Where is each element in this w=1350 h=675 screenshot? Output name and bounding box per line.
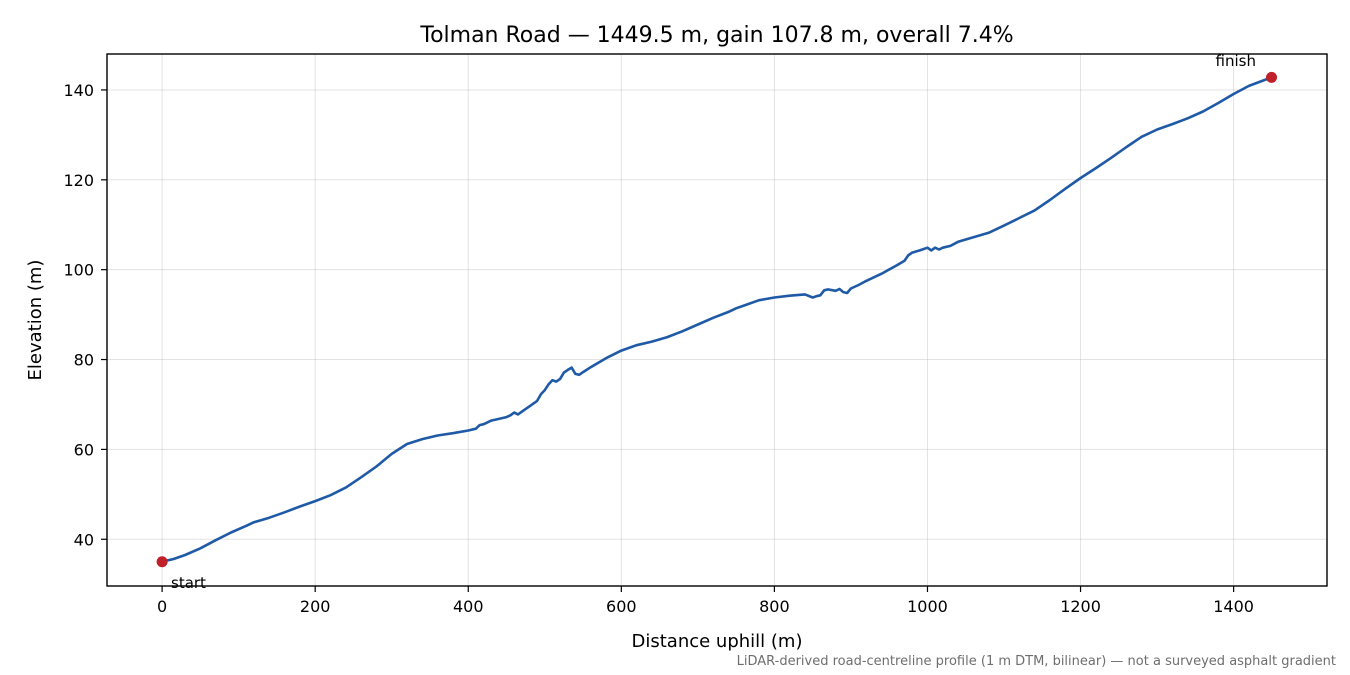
x-tick-label: 800 xyxy=(759,597,790,616)
y-tick-label: 120 xyxy=(63,171,94,190)
finish-label: finish xyxy=(1216,52,1256,70)
x-tick-label: 1000 xyxy=(907,597,948,616)
elevation-line xyxy=(160,76,1273,564)
y-axis-label: Elevation (m) xyxy=(25,260,46,381)
y-axis-ticks: 40 60 80 100 120 140 xyxy=(63,81,107,549)
grid-lines xyxy=(107,54,1327,586)
x-axis-ticks: 0 200 400 600 800 1000 1200 1400 xyxy=(157,586,1254,616)
x-tick-label: 600 xyxy=(606,597,637,616)
y-tick-label: 80 xyxy=(74,351,94,370)
chart-title: Tolman Road — 1449.5 m, gain 107.8 m, ov… xyxy=(419,23,1013,48)
x-tick-label: 200 xyxy=(300,597,331,616)
start-marker xyxy=(156,556,168,568)
finish-marker xyxy=(1266,71,1278,83)
x-tick-label: 1200 xyxy=(1060,597,1101,616)
y-tick-label: 40 xyxy=(74,530,94,549)
endpoint-markers xyxy=(156,71,1278,568)
y-tick-label: 60 xyxy=(74,440,94,459)
start-label: start xyxy=(171,574,206,592)
x-tick-label: 400 xyxy=(453,597,484,616)
footnote: LiDAR-derived road-centreline profile (1… xyxy=(737,654,1336,669)
x-tick-label: 1400 xyxy=(1213,597,1254,616)
profile-series xyxy=(160,76,1273,564)
y-tick-label: 100 xyxy=(63,261,94,280)
y-tick-label: 140 xyxy=(63,81,94,100)
x-axis-label: Distance uphill (m) xyxy=(632,631,803,652)
plot-frame xyxy=(106,53,1328,587)
x-tick-label: 0 xyxy=(157,597,167,616)
